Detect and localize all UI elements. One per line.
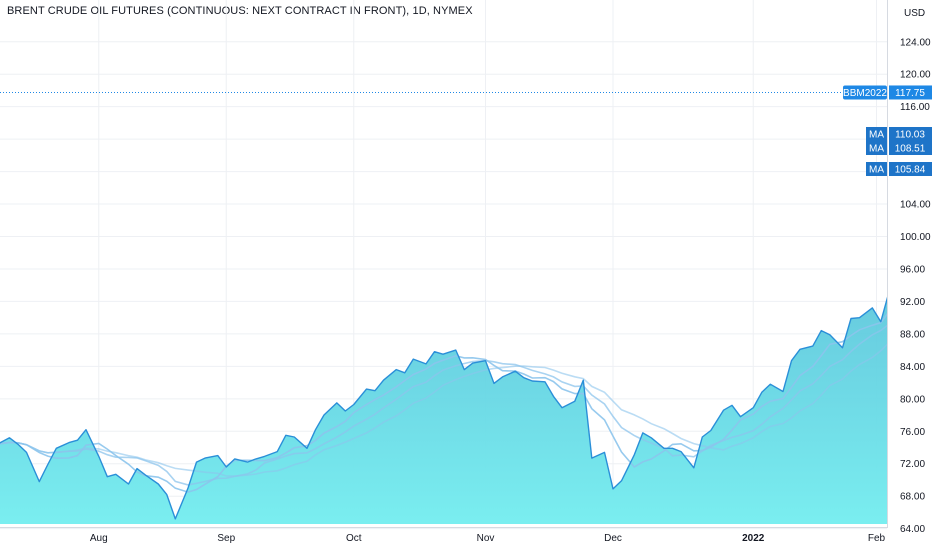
- y-tick-label: 120.00: [900, 70, 931, 81]
- x-tick-label: Aug: [90, 533, 108, 544]
- y-tick-label: 72.00: [900, 459, 925, 470]
- y-tick-label: 68.00: [900, 492, 925, 503]
- price-area-fill: [0, 299, 887, 524]
- y-tick-label: 100.00: [900, 232, 931, 243]
- ma-tag: [866, 162, 887, 176]
- symbol-tag-text: BBM2022: [843, 88, 887, 99]
- x-tick-label: Feb: [868, 533, 886, 544]
- ma-value-tag-text: 108.51: [895, 144, 926, 155]
- currency-label: USD: [904, 8, 925, 19]
- moving-average-line-1: [0, 313, 887, 493]
- ma-tag: [866, 127, 887, 141]
- plot-area: [0, 296, 887, 524]
- x-tick-label: Dec: [604, 533, 622, 544]
- y-tick-label: 104.00: [900, 200, 931, 211]
- ma-tag-text: MA: [869, 130, 884, 141]
- y-tick-label: 84.00: [900, 362, 925, 373]
- price-line: [0, 296, 887, 520]
- y-tick-label: 76.00: [900, 427, 925, 438]
- price-labels: BBM2022 117.75 MA 110.03 MA 108.51 MA 105.84: [0, 85, 932, 176]
- ma-tag: [866, 141, 887, 155]
- y-tick-label: 96.00: [900, 264, 925, 275]
- y-tick-label: 116.00: [900, 102, 930, 113]
- moving-average-line-3: [0, 343, 887, 477]
- y-tick-label: 92.00: [900, 297, 925, 308]
- ma-value-tag-text: 110.03: [895, 130, 925, 141]
- y-tick-label: 64.00: [900, 524, 925, 535]
- ma-tag-text: MA: [869, 144, 884, 155]
- ma-value-tag: [889, 127, 932, 141]
- symbol-tag: [843, 85, 887, 100]
- x-tick-label: Nov: [477, 533, 495, 544]
- x-tick-label: 2022: [742, 533, 765, 544]
- last-price-tag: [889, 85, 932, 100]
- x-tick-label: Sep: [217, 533, 235, 544]
- y-tick-label: 124.00: [900, 37, 931, 48]
- ma-value-tag: [889, 141, 932, 155]
- ma-tag-text: MA: [869, 165, 884, 176]
- ma-value-tag-text: 105.84: [895, 165, 926, 176]
- last-price-tag-text: 117.75: [895, 88, 925, 99]
- chart-title: BRENT CRUDE OIL FUTURES (CONTINUOUS: NEX…: [7, 5, 473, 17]
- x-tick-label: Oct: [346, 533, 362, 544]
- moving-average-line-2: [0, 324, 887, 486]
- ma-value-tag: [889, 162, 932, 176]
- y-tick-label: 80.00: [900, 394, 925, 405]
- y-tick-label: 88.00: [900, 329, 925, 340]
